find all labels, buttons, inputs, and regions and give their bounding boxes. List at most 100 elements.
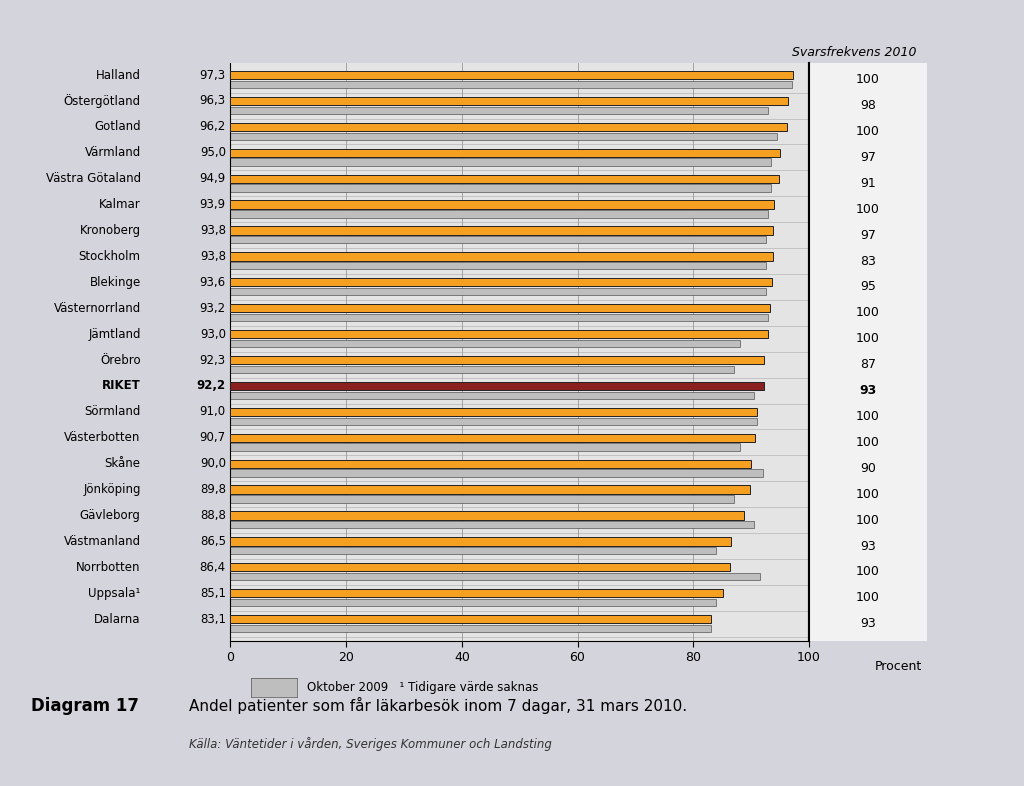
Text: Kalmar: Kalmar: [99, 198, 140, 211]
Text: 95: 95: [860, 281, 876, 293]
Text: Procent: Procent: [874, 660, 922, 674]
Bar: [230, 391, 754, 399]
Bar: [230, 133, 777, 140]
Bar: [230, 443, 739, 450]
Text: 93: 93: [860, 539, 876, 553]
Bar: [230, 237, 766, 244]
Bar: [230, 547, 717, 554]
Bar: [230, 589, 723, 597]
Text: 97: 97: [860, 151, 876, 164]
Text: Diagram 17: Diagram 17: [31, 697, 138, 715]
Text: Kronoberg: Kronoberg: [80, 224, 140, 237]
Bar: [230, 185, 771, 192]
Text: 85,1: 85,1: [200, 586, 225, 600]
Bar: [230, 97, 787, 105]
Text: Halland: Halland: [95, 68, 140, 82]
Bar: [230, 537, 731, 545]
Bar: [230, 460, 751, 468]
Bar: [230, 174, 779, 183]
Text: Värmland: Värmland: [84, 146, 140, 160]
Text: 100: 100: [856, 307, 880, 319]
Bar: [230, 81, 792, 88]
Text: 93,8: 93,8: [200, 250, 225, 263]
Bar: [230, 262, 766, 270]
Text: 89,8: 89,8: [200, 483, 225, 496]
Text: 100: 100: [856, 410, 880, 423]
Bar: [230, 417, 757, 424]
Text: 83: 83: [860, 255, 876, 267]
Bar: [230, 365, 734, 373]
Text: 100: 100: [856, 513, 880, 527]
Bar: [230, 356, 764, 364]
Text: Norrbotten: Norrbotten: [76, 560, 140, 574]
Text: Jönköping: Jönköping: [83, 483, 140, 496]
Text: Svarsfrekvens 2010: Svarsfrekvens 2010: [792, 46, 916, 59]
Text: Blekinge: Blekinge: [89, 276, 140, 288]
Text: 93,2: 93,2: [200, 302, 225, 314]
Text: 93,6: 93,6: [200, 276, 225, 288]
Bar: [230, 211, 768, 218]
Text: Stockholm: Stockholm: [79, 250, 140, 263]
Text: Dalarna: Dalarna: [94, 612, 140, 626]
Text: 97: 97: [860, 229, 876, 241]
Bar: [230, 314, 768, 321]
Text: 100: 100: [856, 591, 880, 604]
Bar: [230, 252, 773, 260]
Text: 90,7: 90,7: [200, 432, 225, 444]
Bar: [230, 149, 780, 157]
Bar: [230, 330, 768, 338]
Bar: [230, 615, 712, 623]
Text: 100: 100: [856, 125, 880, 138]
Text: 100: 100: [856, 565, 880, 578]
Text: 93: 93: [859, 384, 877, 397]
Text: 94,9: 94,9: [200, 172, 225, 185]
Bar: [230, 434, 755, 442]
Bar: [230, 107, 768, 114]
Text: Andel patienter som får läkarbesök inom 7 dagar, 31 mars 2010.: Andel patienter som får läkarbesök inom …: [189, 697, 687, 714]
Text: 96,2: 96,2: [200, 120, 225, 134]
Text: 96,3: 96,3: [200, 94, 225, 108]
Text: Källa: Väntetider i vården, Sveriges Kommuner och Landsting: Källa: Väntetider i vården, Sveriges Kom…: [189, 737, 552, 751]
Bar: [230, 288, 766, 296]
Bar: [230, 521, 754, 528]
Text: 92,3: 92,3: [200, 354, 225, 366]
Text: 93,9: 93,9: [200, 198, 225, 211]
Text: Oktober 2009   ¹ Tidigare värde saknas: Oktober 2009 ¹ Tidigare värde saknas: [307, 681, 539, 694]
Text: 93,8: 93,8: [200, 224, 225, 237]
Text: 100: 100: [856, 488, 880, 501]
Bar: [230, 512, 744, 520]
Text: Västmanland: Västmanland: [63, 534, 140, 548]
Text: 95,0: 95,0: [200, 146, 225, 160]
Text: Västernorrland: Västernorrland: [53, 302, 140, 314]
Bar: [230, 123, 787, 131]
Text: Jämtland: Jämtland: [88, 328, 140, 340]
Bar: [230, 563, 730, 571]
Bar: [230, 226, 773, 235]
Text: 100: 100: [856, 332, 880, 345]
Text: 100: 100: [856, 203, 880, 215]
Text: 100: 100: [856, 73, 880, 86]
Text: Gävleborg: Gävleborg: [80, 509, 140, 522]
Text: 93: 93: [860, 617, 876, 630]
Bar: [230, 159, 771, 166]
Text: Gotland: Gotland: [94, 120, 140, 134]
Text: 91: 91: [860, 177, 876, 190]
Bar: [230, 599, 717, 606]
Text: Västra Götaland: Västra Götaland: [46, 172, 140, 185]
Text: Skåne: Skåne: [104, 457, 140, 470]
Bar: [230, 408, 757, 416]
Bar: [230, 278, 772, 286]
Text: Östergötland: Östergötland: [63, 94, 140, 108]
Bar: [230, 71, 794, 79]
Text: 86,5: 86,5: [200, 534, 225, 548]
Text: Örebro: Örebro: [100, 354, 140, 366]
Bar: [230, 340, 739, 347]
Bar: [230, 495, 734, 502]
Bar: [230, 625, 711, 632]
Text: 98: 98: [860, 99, 876, 112]
Text: Sörmland: Sörmland: [84, 406, 140, 418]
Text: 86,4: 86,4: [200, 560, 225, 574]
Text: Uppsala¹: Uppsala¹: [88, 586, 140, 600]
Bar: [230, 304, 770, 312]
Bar: [230, 382, 764, 390]
